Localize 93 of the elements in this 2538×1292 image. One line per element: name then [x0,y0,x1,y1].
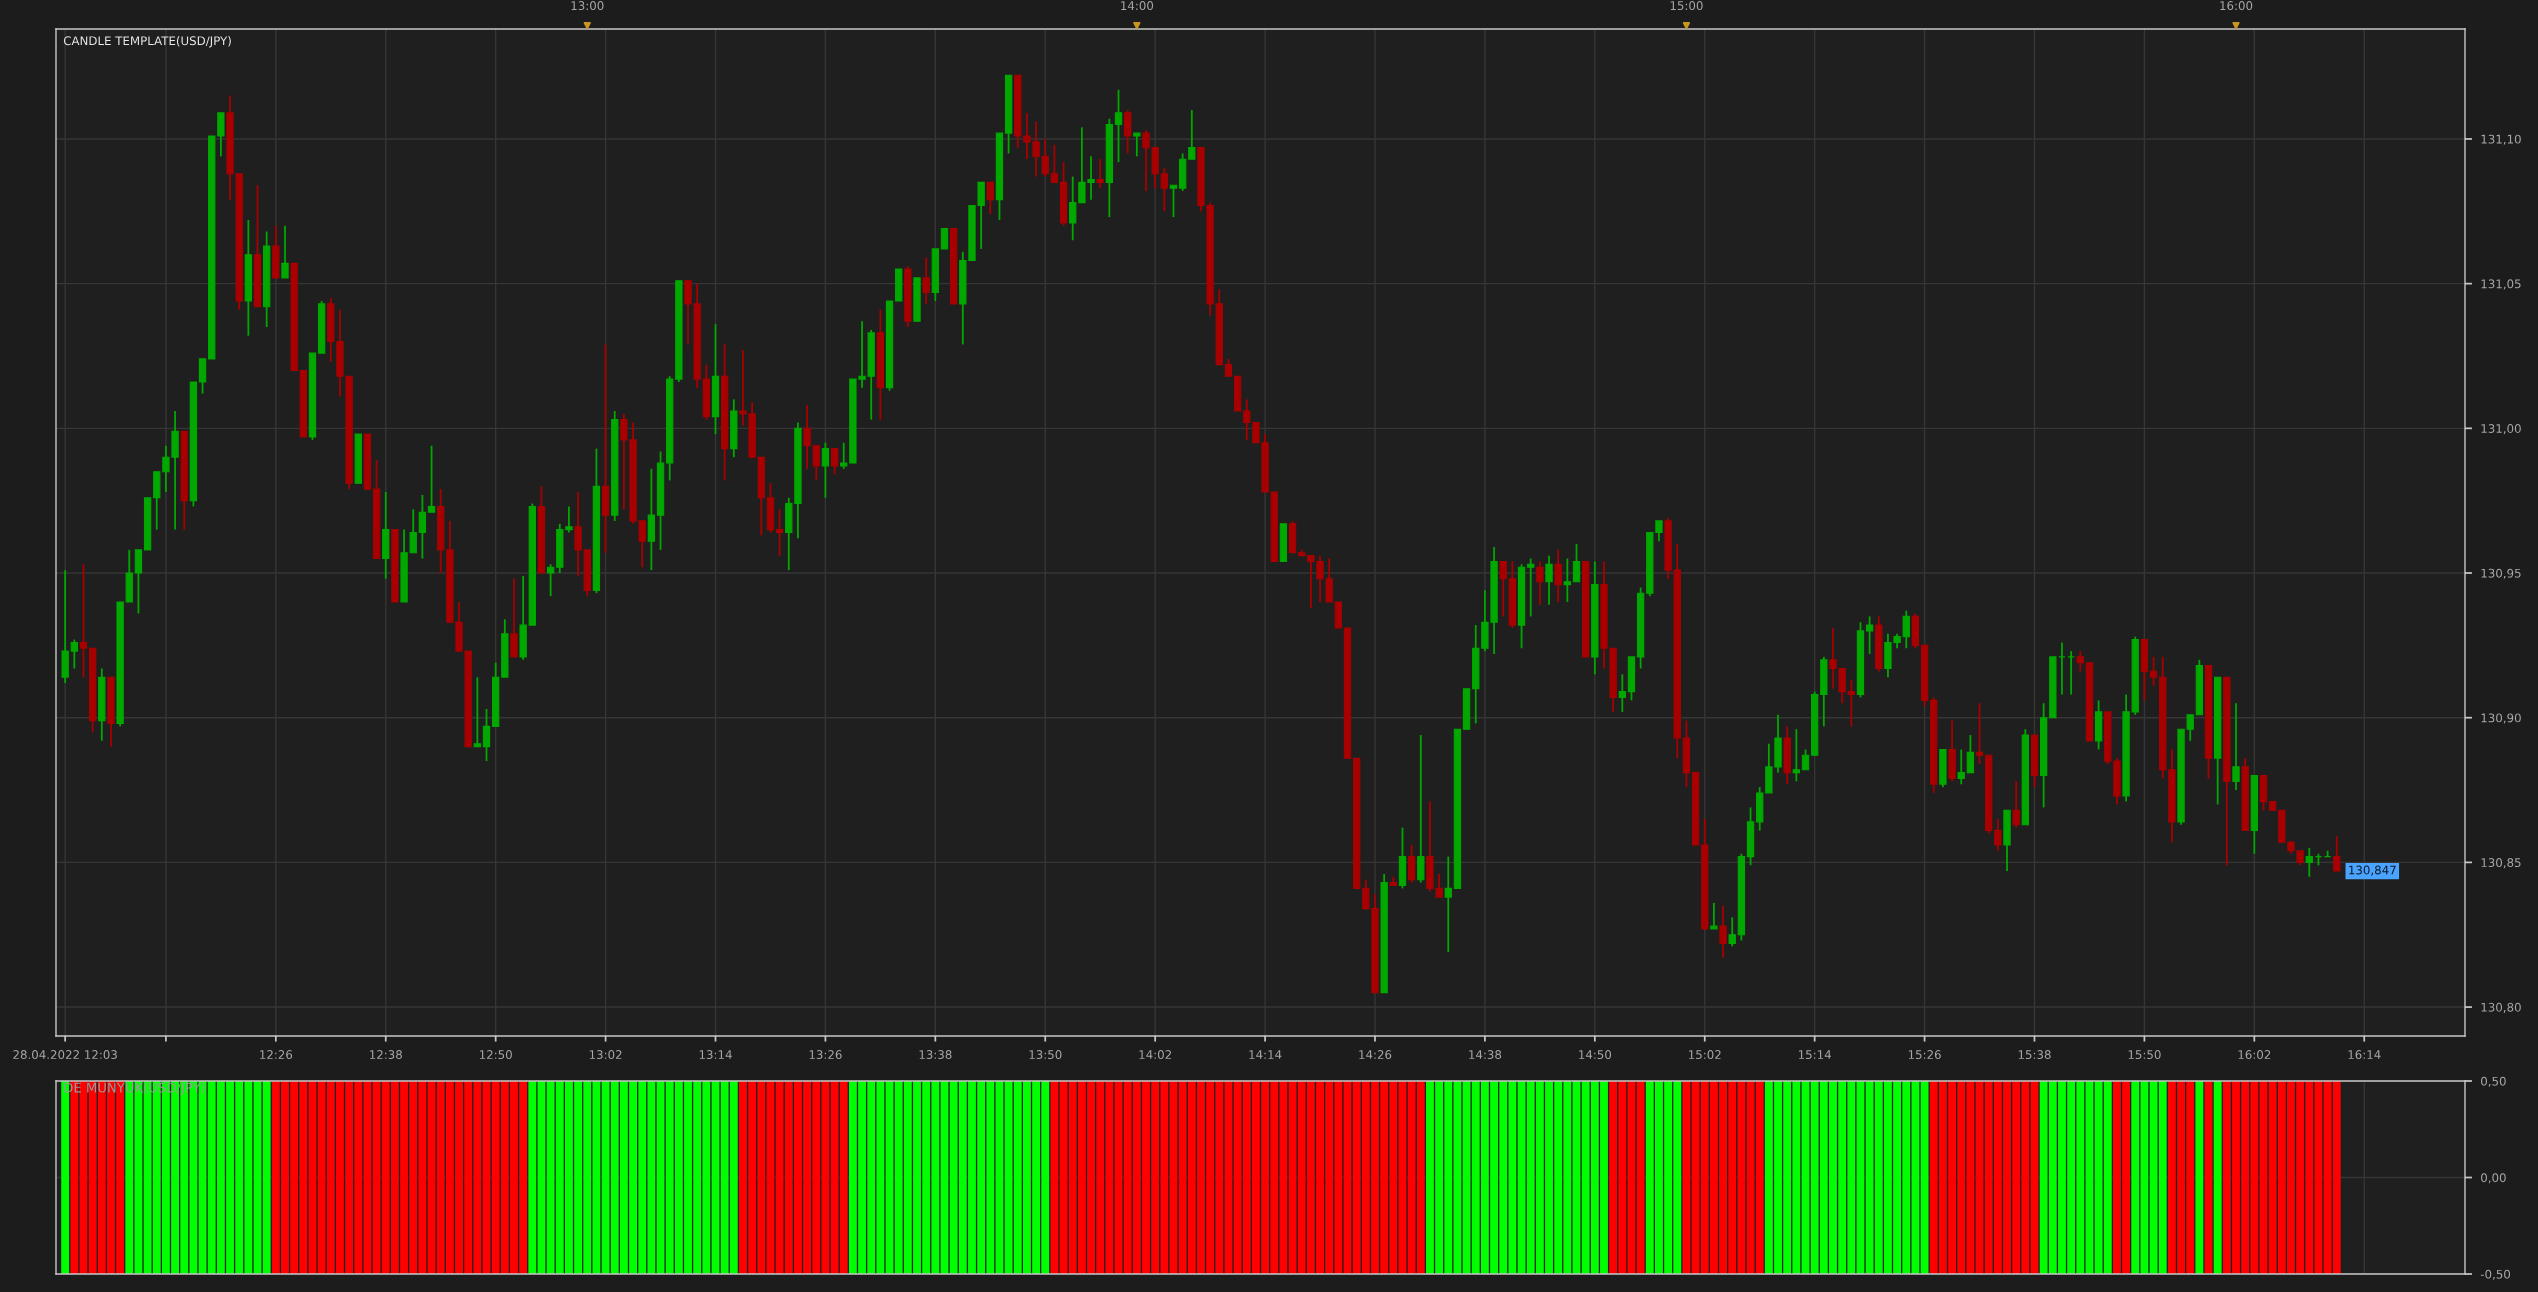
candlestick [1966,734,1975,774]
x-tick-label: 15:02 [1689,1050,1721,1060]
y-tick-label: 130,80 [2481,1002,2521,1013]
x-tick-label: 12:50 [479,1050,512,1060]
candlestick [1536,560,1544,606]
candlestick [1114,88,1123,164]
candlestick [1710,901,1718,930]
y-tick-label: -0,50 [2480,1269,2511,1280]
candlestick [482,708,491,763]
candlestick [1407,844,1416,884]
candlestick [1444,855,1452,953]
x-tick-label: 15:14 [1798,1050,1832,1060]
y-tick-label: 131,00 [2481,424,2521,435]
candlestick [922,256,930,305]
candlestick [1618,673,1626,713]
candlestick [134,548,143,615]
x-tick-label: 15:26 [1908,1050,1941,1060]
x-tick-label: 14:14 [1249,1050,1282,1059]
candlestick [940,228,949,250]
candlestick [1069,175,1077,242]
candlestick [1847,679,1855,728]
candlestick [1124,109,1132,155]
candlestick [1554,548,1562,603]
x-tick-label: 13:38 [919,1050,952,1060]
candlestick [986,181,994,216]
candlestick [217,112,225,158]
x2-tick-label: 14:00 [1121,1,1154,11]
x-tick-label: 15:50 [2128,1050,2161,1060]
y-tick-label: 131,10 [2481,134,2521,145]
x-tick-label: 15:38 [2018,1050,2051,1060]
candlestick [2333,835,2341,872]
x2-tick-label: 16:00 [2220,1,2253,11]
candlestick [473,676,482,748]
candlestick [1188,109,1196,161]
candlestick [775,508,784,557]
x2-tick-label: 13:00 [571,1,604,11]
x-tick-label: 16:14 [2348,1050,2381,1060]
x-tick-label: 16:02 [2238,1050,2271,1060]
candlestick [1865,615,1874,655]
x-tick-label: 12:38 [370,1050,402,1060]
candlestick [1975,702,1984,765]
candlestick [1545,554,1553,606]
candlestick [1499,560,1507,618]
y-tick-label: 131,05 [2481,279,2521,290]
candlestick [2149,656,2158,687]
x-tick-label: 13:26 [809,1050,842,1060]
x-tick-label: 14:26 [1359,1050,1392,1060]
x-tick-label: 13:50 [1029,1050,1062,1060]
candlestick [1096,158,1104,190]
x-tick-label: 28.04.2022 12:03 [13,1050,117,1060]
candlestick [546,563,555,598]
candlestick [418,493,427,560]
candlestick [2232,702,2240,791]
x-tick-label: 13:02 [589,1050,622,1060]
y-tick-label: 130,90 [2481,713,2521,724]
candlestick [1719,904,1727,959]
candlestick [1728,916,1736,948]
candlestick [1792,728,1801,783]
candlestick [281,224,289,279]
x-tick-label: 12:26 [260,1050,293,1060]
candlestick [1169,184,1178,218]
candlestick [510,577,518,658]
y-tick-label: 130,95 [2481,568,2521,579]
y-tick-label: 0,50 [2481,1076,2506,1087]
x-tick-label: 14:38 [1469,1050,1502,1060]
candlestick [1563,557,1572,603]
candlestick [1957,748,1965,786]
x2-tick-label: 15:00 [1670,1,1703,11]
candlestick [830,447,839,476]
candlestick [70,638,78,670]
x-tick-label: 14:02 [1139,1050,1171,1060]
x-tick-label: 13:14 [699,1050,732,1060]
candlestick [1572,543,1581,583]
y-tick-label: 0,00 [2481,1173,2506,1184]
candlestick [2076,650,2084,673]
candlestick [198,357,207,395]
candlestick [1050,143,1059,184]
x-tick-label: 14:50 [1579,1050,1612,1060]
y-tick-label: 130,85 [2481,858,2521,869]
candlestick [1801,748,1810,771]
candlestick [1133,132,1141,158]
candlestick [840,441,848,470]
text: CANDLE TEMPLATE(USD/JPY) [63,36,231,48]
candlestick [1160,166,1168,213]
annotation: 130,847 [2349,865,2396,876]
candlestick [2012,780,2020,829]
candlestick [821,441,830,499]
candlestick [1527,557,1535,618]
candlestick [2305,847,2313,878]
candlestick [1417,734,1425,884]
candlestick [79,563,88,679]
candlestick [1994,818,2002,852]
candlestick [427,444,436,514]
